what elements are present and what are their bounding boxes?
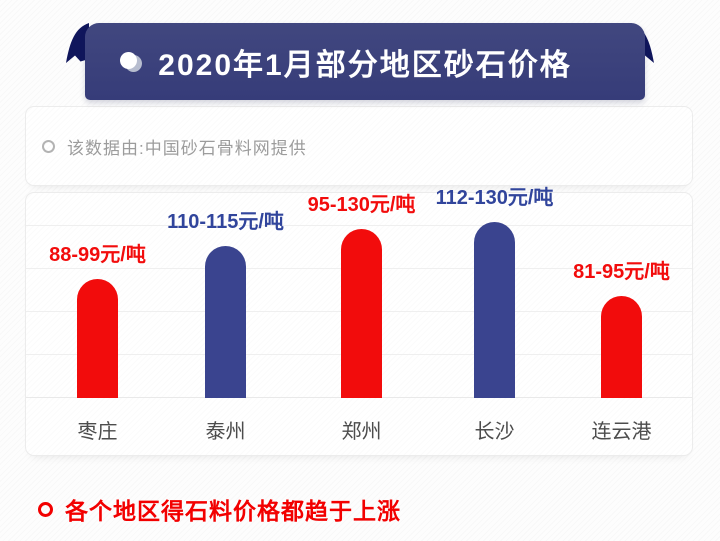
footer-note-text: 各个地区得石料价格都趋于上涨 [65,498,401,524]
x-axis-label-4: 长沙 [474,421,515,443]
bar-4 [474,222,515,398]
page-title: 2020年1月部分地区砂石价格 [158,48,572,82]
value-label-2: 110-115元/吨 [167,211,284,233]
x-axis-label-5: 连云港 [591,421,652,443]
footer-note: 各个地区得石料价格都趋于上涨 [38,492,401,526]
circle-bullet-icon [38,501,53,517]
header-banner: 2020年1月部分地区砂石价格 [85,23,645,100]
bar-3 [341,229,382,398]
ribbon-fold-left-icon [66,23,89,63]
bar-1 [77,279,118,398]
value-label-3: 95-130元/吨 [307,194,416,216]
x-axis-label-1: 枣庄 [77,421,118,443]
value-label-1: 88-99元/吨 [49,244,146,266]
value-label-4: 112-130元/吨 [435,187,554,209]
bar-chart: 88-99元/吨 枣庄 110-115元/吨 泰州 95-130元/吨 郑州 112-130… [25,187,693,456]
value-label-5: 81-95元/吨 [573,261,670,283]
title-dot-icon [120,52,142,72]
bar-5 [601,296,642,398]
bar-2 [205,246,246,398]
x-axis-label-3: 郑州 [341,421,382,443]
source-note-panel: 该数据由:中国砂石骨料网提供 [25,106,693,186]
circle-bullet-icon [42,139,55,153]
x-axis-label-2: 泰州 [205,421,246,443]
gridline [26,225,692,226]
source-note-text: 该数据由:中国砂石骨料网提供 [67,138,307,158]
